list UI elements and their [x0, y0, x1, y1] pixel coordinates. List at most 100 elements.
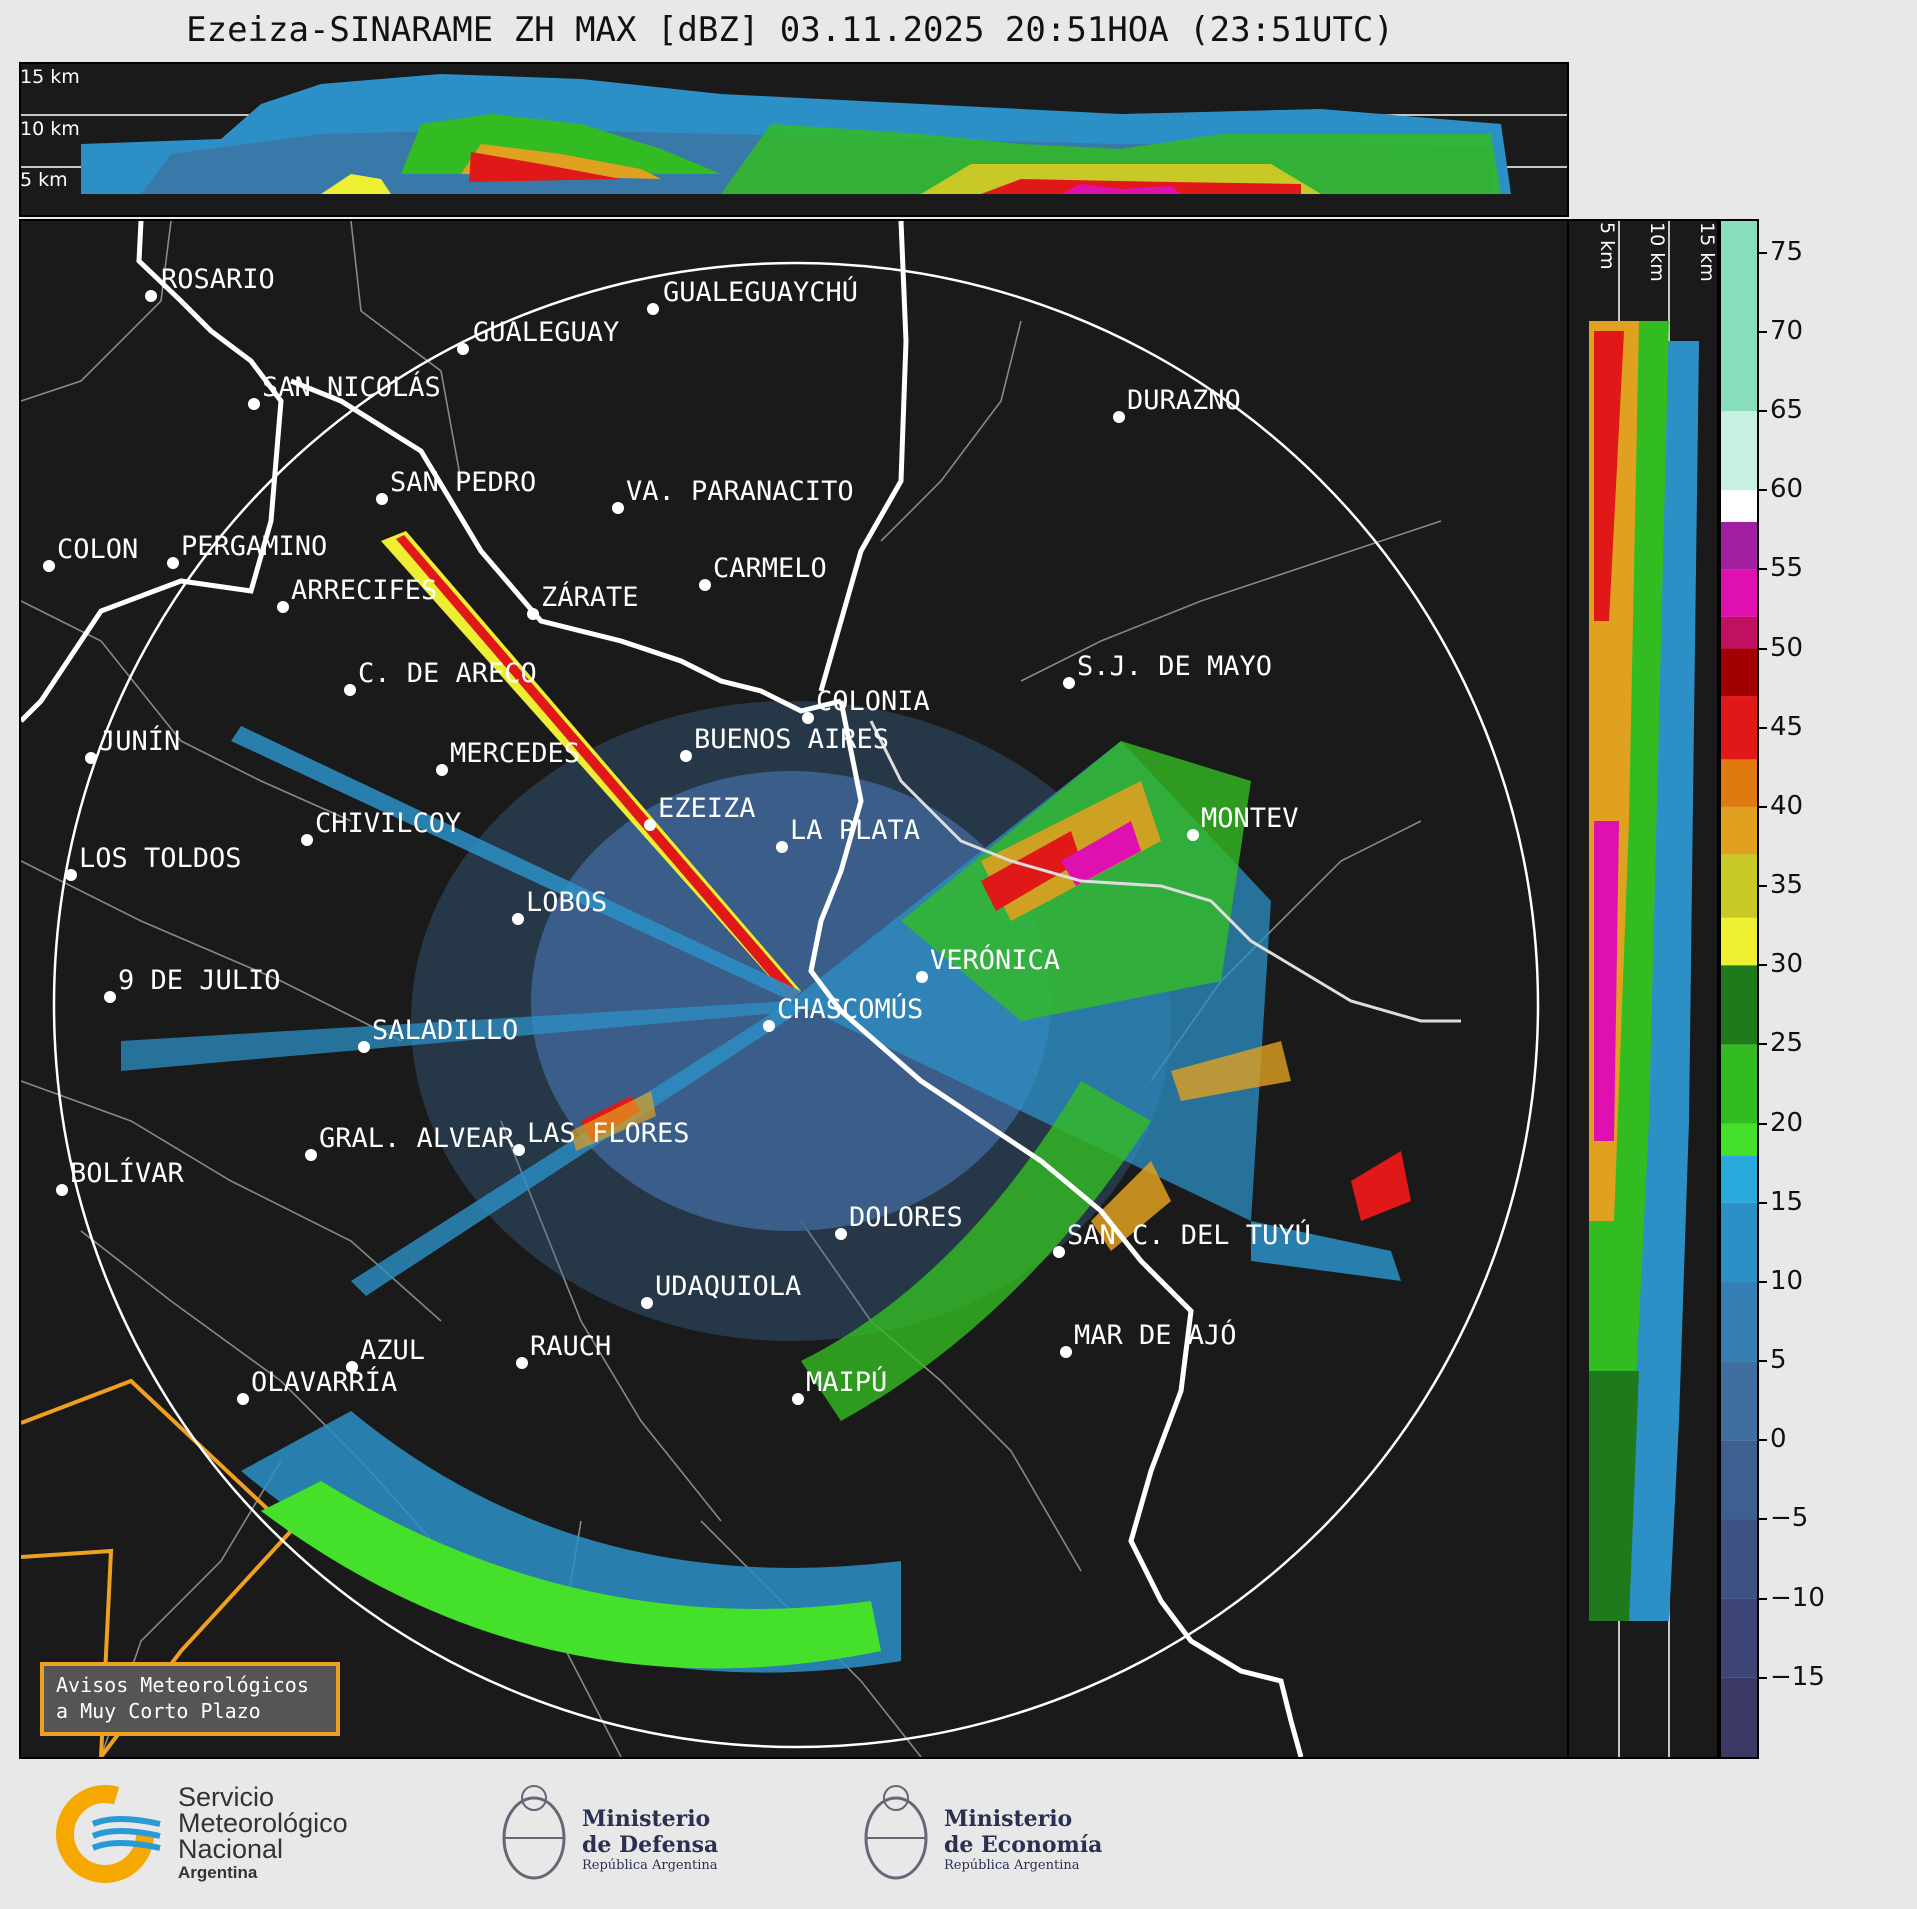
- city-dot: [516, 1357, 528, 1369]
- avisos-line1: Avisos Meteorológicos: [56, 1673, 309, 1697]
- colorbar-tick-label: 0: [1770, 1424, 1787, 1455]
- city-label: S.J. DE MAYO: [1077, 651, 1272, 682]
- top-alt-label-10: 10 km: [20, 118, 80, 140]
- city-dot: [56, 1184, 68, 1196]
- city-label: UDAQUIOLA: [655, 1271, 801, 1302]
- side-alt-label-10: 10 km: [1646, 222, 1668, 282]
- city-dot: [436, 764, 448, 776]
- city-label: PERGAMINO: [181, 531, 327, 562]
- city-dot: [680, 750, 692, 762]
- city-dot: [346, 1361, 358, 1373]
- avisos-box[interactable]: Avisos Meteorológicos a Muy Corto Plazo: [40, 1662, 340, 1736]
- colorbar-tick-label: 25: [1770, 1028, 1804, 1059]
- city-dot: [916, 971, 928, 983]
- colorbar-tick-mark: [1759, 805, 1767, 808]
- city-label: OLAVARRÍA: [251, 1366, 397, 1398]
- colorbar-segment: [1721, 965, 1757, 1045]
- city-dot: [699, 579, 711, 591]
- side-alt-label-15: 15 km: [1696, 222, 1718, 282]
- top-cross-section-panel: [19, 62, 1569, 217]
- city-label: COLON: [57, 534, 138, 565]
- colorbar-tick-label: 55: [1770, 553, 1804, 584]
- city-label: GRAL. ALVEAR: [319, 1123, 515, 1154]
- city-label: LOBOS: [526, 887, 607, 918]
- city-dot: [513, 1144, 525, 1156]
- colorbar-segment: [1721, 1361, 1757, 1441]
- colorbar-tick-mark: [1759, 1280, 1767, 1283]
- city-dot: [43, 560, 55, 572]
- colorbar-tick-mark: [1759, 251, 1767, 254]
- colorbar-tick-label: 35: [1770, 870, 1804, 901]
- colorbar-tick-mark: [1759, 1439, 1767, 1442]
- uruguay-coast: [869, 720, 1461, 1023]
- economia-shield-icon: [864, 1785, 928, 1880]
- colorbar-tick-label: 30: [1770, 949, 1804, 980]
- colorbar-tick-label: 20: [1770, 1107, 1804, 1138]
- city-dot: [277, 601, 289, 613]
- city-label: SAN NICOLÁS: [262, 371, 441, 403]
- city-dot: [248, 398, 260, 410]
- colorbar-tick-mark: [1759, 647, 1767, 650]
- city-dot: [763, 1020, 775, 1032]
- colorbar-tick-mark: [1759, 1518, 1767, 1521]
- city-label: ROSARIO: [161, 264, 275, 295]
- defensa-shield-icon: [502, 1785, 566, 1880]
- colorbar-segment: [1721, 569, 1757, 617]
- city-dot: [612, 502, 624, 514]
- city-dot: [776, 841, 788, 853]
- colorbar-tick-label: 50: [1770, 632, 1804, 663]
- city-dot: [457, 343, 469, 355]
- coastline-east: [808, 700, 1304, 1757]
- colorbar-segment: [1721, 1044, 1757, 1124]
- city-label: MERCEDES: [450, 738, 580, 769]
- city-label: DOLORES: [849, 1202, 963, 1233]
- city-label: AZUL: [360, 1335, 425, 1366]
- colorbar-tick-mark: [1759, 1597, 1767, 1600]
- colorbar-tick-label: −5: [1770, 1503, 1809, 1534]
- colorbar-tick-label: 40: [1770, 790, 1804, 821]
- city-label: EZEIZA: [658, 793, 756, 824]
- top-alt-label-5: 5 km: [20, 169, 68, 191]
- city-dot: [512, 913, 524, 925]
- chart-title: Ezeiza-SINARAME ZH MAX [dBZ] 03.11.2025 …: [186, 10, 1394, 50]
- city-label: GUALEGUAY: [473, 317, 619, 348]
- economia-name: Ministerio de Economía República Argenti…: [944, 1806, 1103, 1873]
- colorbar-segment: [1721, 806, 1757, 855]
- city-label: GUALEGUAYCHÚ: [663, 276, 858, 308]
- uruguay-river: [818, 221, 909, 692]
- city-dot: [644, 819, 656, 831]
- colorbar-tick-label: 5: [1770, 1345, 1787, 1376]
- colorbar-segment: [1721, 854, 1757, 918]
- city-dot: [301, 834, 313, 846]
- colorbar-tick-label: −10: [1770, 1582, 1825, 1613]
- colorbar-segment: [1721, 1202, 1757, 1282]
- colorbar-tick-mark: [1759, 1360, 1767, 1363]
- colorbar-tick-mark: [1759, 330, 1767, 333]
- top-alt-label-15: 15 km: [20, 66, 80, 88]
- reflectivity-colorbar: [1719, 219, 1759, 1759]
- city-dot: [358, 1041, 370, 1053]
- city-dot: [1187, 829, 1199, 841]
- colorbar-segment: [1721, 1123, 1757, 1156]
- colorbar-tick-mark: [1759, 1043, 1767, 1046]
- colorbar-segment: [1721, 1519, 1757, 1599]
- defensa-name: Ministerio de Defensa República Argentin…: [582, 1806, 719, 1873]
- colorbar-segment: [1721, 221, 1757, 412]
- city-dot: [1063, 677, 1075, 689]
- city-label: 9 DE JULIO: [118, 965, 281, 996]
- colorbar-tick-label: 70: [1770, 315, 1804, 346]
- city-label: VA. PARANACITO: [626, 476, 854, 507]
- colorbar-segment: [1721, 411, 1757, 491]
- radar-map: ROSARIO GUALEGUAYCHÚ GUALEGUAY SAN NICOLÁS D…: [19, 219, 1569, 1759]
- city-dot: [641, 1297, 653, 1309]
- colorbar-tick-mark: [1759, 1122, 1767, 1125]
- colorbar-tick-label: 15: [1770, 1186, 1804, 1217]
- parana-river: [290, 378, 842, 714]
- colorbar-tick-mark: [1759, 410, 1767, 413]
- city-label: ARRECIFES: [291, 575, 437, 606]
- colorbar-tick-label: 60: [1770, 474, 1804, 505]
- city-label: SAN C. DEL TUYÚ: [1067, 1219, 1311, 1251]
- reflectivity-field: [121, 531, 1411, 1673]
- colorbar-tick-mark: [1759, 964, 1767, 967]
- city-label: COLONIA: [816, 686, 930, 717]
